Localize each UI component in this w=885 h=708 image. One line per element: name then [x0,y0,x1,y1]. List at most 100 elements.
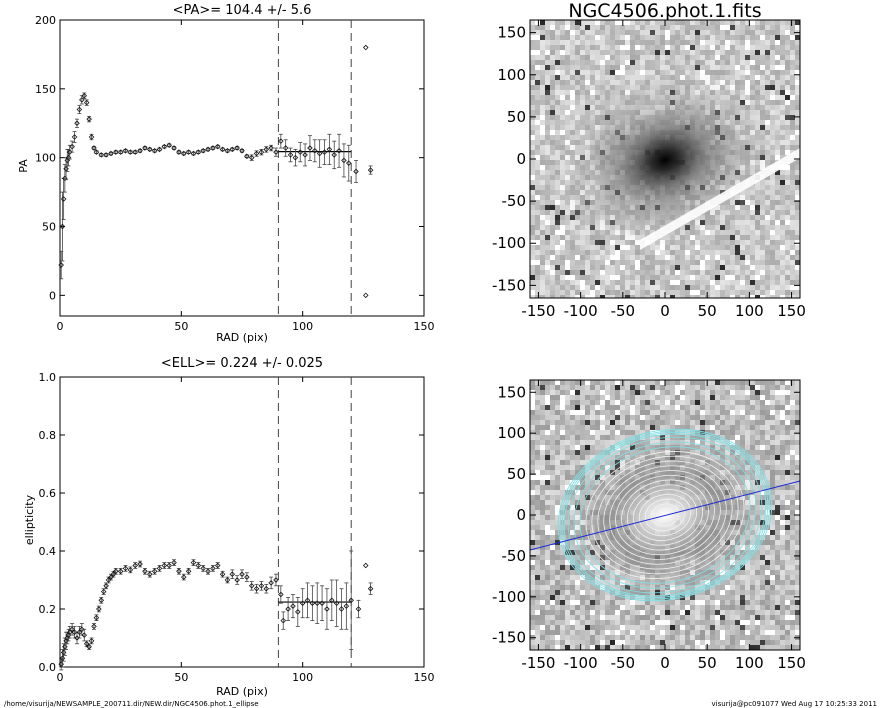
image-bottom-pixel [770,435,775,440]
image-top-pixel [695,240,700,245]
image-top-pixel [555,70,560,75]
pa-point [205,146,211,153]
image-top-pixel [705,55,710,60]
image-bottom-pixel [795,430,800,435]
image-top-pixel [565,60,570,65]
image-bottom-pixel [755,410,760,415]
image-top-pixel [775,225,780,230]
image-top-pixel [720,50,725,55]
image-bottom-pixel [570,435,575,440]
image-bottom-pixel [610,405,615,410]
image-top-pixel [715,270,720,275]
image-top-pixel [660,25,665,30]
image-bottom-pixel [570,440,575,445]
image-top-pixel [570,230,575,235]
image-bottom-pixel [665,400,670,405]
image-bottom-pixel [655,390,660,395]
image-bottom-pixel [705,415,710,420]
image-top-pixel [530,130,535,135]
image-top-pixel [540,80,545,85]
pa-point [200,148,206,154]
image-bottom-pixel [545,435,550,440]
image-top-pixel [765,65,770,70]
image-top-pixel [790,145,795,150]
image-top-pixel [745,255,750,260]
image-bottom-pixel [770,390,775,395]
pa-xtick-label: 150 [414,320,435,333]
ell-point [268,580,274,586]
image-bottom-pixel [630,410,635,415]
image-top-pixel [775,115,780,120]
image-top-pixel [685,255,690,260]
image-top-pixel [595,80,600,85]
image-top-pixel [680,250,685,255]
image-bottom-pixel [760,395,765,400]
image-top-pixel [635,60,640,65]
image-top-pixel [545,80,550,85]
image-bottom-pixel [530,475,535,480]
image-bottom-pixel [780,490,785,495]
image-bottom-pixel [790,465,795,470]
image-top-pixel [750,35,755,40]
image-bottom-pixel [675,405,680,410]
image-bottom-pixel [645,410,650,415]
image-bottom-pixel [780,420,785,425]
image-top-pixel [725,260,730,265]
image-bottom-pixel [730,385,735,390]
image-top-pixel [795,290,800,295]
image-top-pixel [765,105,770,110]
image-top-pixel [660,265,665,270]
image-top-pixel [555,65,560,70]
image-bottom-pixel [610,415,615,420]
image-bottom-pixel [765,410,770,415]
image-top-pixel [755,20,760,25]
image-top-pixel [630,250,635,255]
image-top-pixel [535,35,540,40]
image-bottom-pixel [550,395,555,400]
image-top-pixel [560,260,565,265]
image-top-pixel [665,20,670,25]
image-bottom-pixel [625,385,630,390]
image-bottom-pixel [650,425,655,430]
image-top-pixel [550,225,555,230]
image-top-pixel [770,20,775,25]
image-top-pixel [570,290,575,295]
image-top-masked-strip [640,148,800,250]
image-top-pixel [670,245,675,250]
image-bottom-pixel [600,440,605,445]
image-top-pixel [730,40,735,45]
image-top-pixel [550,195,555,200]
image-bottom-pixel [780,390,785,395]
image-top-pixel [775,70,780,75]
image-bottom-pixel [745,460,750,465]
image-top-pixel [665,260,670,265]
image-bottom-pixel [745,440,750,445]
image-bottom-pixel [560,430,565,435]
image-top-pixel [530,65,535,70]
image-top-pixel [755,35,760,40]
image-top-pixel [750,250,755,255]
pa-point [258,149,265,155]
ell-ytick-label: 0.8 [39,429,57,442]
image-top-pixel [620,30,625,35]
image-top-pixel [705,25,710,30]
image-bottom-pixel [780,410,785,415]
image-bottom-pixel [770,450,775,455]
image-bottom-pixel [780,380,785,385]
image-top-pixel [530,230,535,235]
image-top-pixel [580,100,585,105]
image-top-pixel [615,260,620,265]
image-top-pixel [670,255,675,260]
ell-point [285,606,291,612]
image-bottom-pixel [645,425,650,430]
image-top-pixel [560,45,565,50]
image-top-pixel [715,20,720,25]
image-bottom-pixel [595,380,600,385]
image-bottom-pixel [530,400,535,405]
pa-point [268,145,274,151]
image-top-pixel [725,20,730,25]
image-top-pixel [775,135,780,140]
image-top-pixel [610,270,615,275]
image-top-pixel [540,190,545,195]
image-bottom-pixel [650,395,655,400]
